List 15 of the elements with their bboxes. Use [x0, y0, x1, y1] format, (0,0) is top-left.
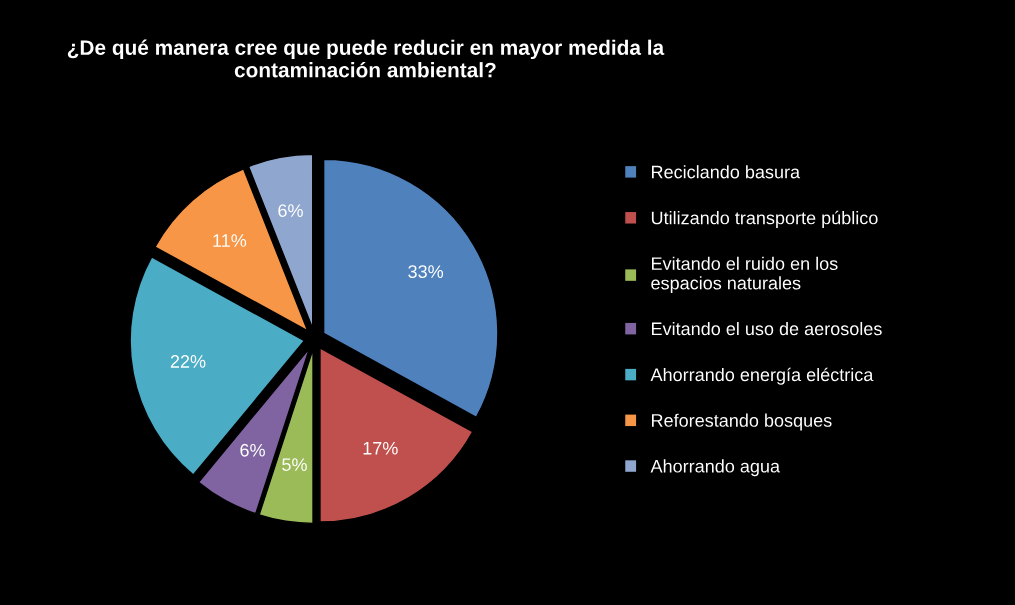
legend-label: Reciclando basura	[652, 165, 801, 179]
data-label: 6%	[240, 443, 265, 457]
legend-label: Ahorrando energía eléctrica	[650, 367, 874, 385]
legend-label: Evitando el ruido en los espacios naturales	[651, 256, 838, 294]
legend-label: Ahorrando agua	[650, 459, 781, 477]
legend-label: Reforestando bosques	[652, 413, 832, 431]
legend-label: Evitando el uso de aerosoles	[652, 321, 882, 336]
data-label: 11%	[213, 234, 247, 247]
chart-title: ¿De qué manera cree que puede reducir en mayor medida la contaminación ambiental?	[67, 39, 665, 78]
data-label: 17%	[363, 441, 398, 455]
data-label: 6%	[278, 204, 303, 217]
data-label: 5%	[282, 458, 307, 471]
legend-label: Utilizando transporte público	[651, 210, 878, 228]
data-label: 33%	[408, 265, 444, 279]
data-label: 22%	[170, 355, 206, 368]
